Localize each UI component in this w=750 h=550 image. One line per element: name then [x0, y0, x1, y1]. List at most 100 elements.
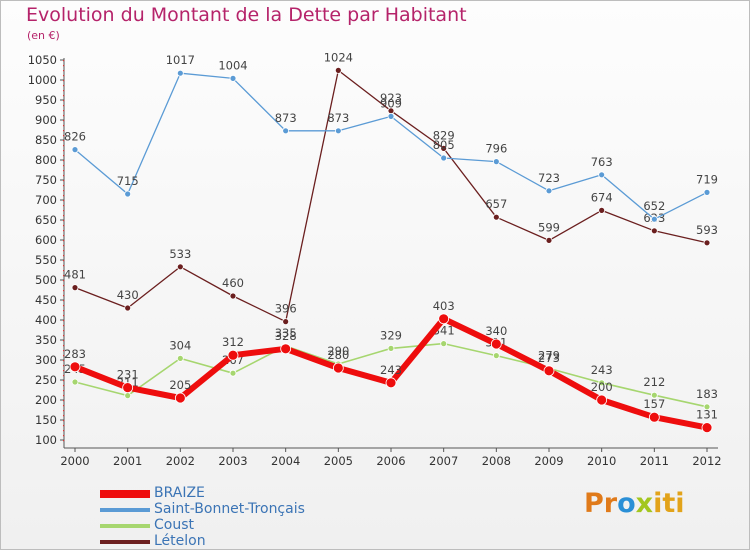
y-minor-dot [63, 350, 65, 352]
data-point [174, 392, 186, 404]
data-label: 460 [222, 276, 244, 290]
y-minor-dot [63, 85, 65, 87]
data-point [332, 362, 344, 374]
x-tick-label: 2003 [218, 454, 247, 468]
y-tick-label: 1000 [28, 73, 57, 87]
y-tick-label: 550 [35, 253, 57, 267]
data-point [545, 187, 553, 195]
data-label: 1017 [166, 53, 195, 67]
y-tick-label: 700 [35, 193, 57, 207]
y-minor-dot [63, 130, 65, 132]
y-minor-dot [63, 430, 65, 432]
data-label: 231 [117, 368, 139, 382]
data-label: 243 [380, 363, 402, 377]
data-point [124, 392, 132, 400]
y-minor-dot [63, 280, 65, 282]
data-label: 329 [380, 328, 402, 342]
data-label: 212 [643, 375, 665, 389]
y-minor-dot [63, 70, 65, 72]
data-label: 403 [433, 299, 455, 313]
y-minor-dot [63, 175, 65, 177]
y-minor-dot [63, 435, 65, 437]
data-label: 396 [275, 302, 297, 316]
y-minor-dot [63, 200, 65, 202]
y-minor-dot [63, 295, 65, 297]
data-point [71, 146, 79, 154]
data-point [280, 343, 292, 355]
y-tick-label: 600 [35, 233, 57, 247]
y-minor-dot [63, 165, 65, 167]
data-point [176, 263, 184, 271]
data-point [229, 75, 237, 82]
data-label: 279 [538, 348, 560, 362]
data-point [492, 352, 500, 360]
y-tick-label: 150 [35, 413, 57, 427]
y-minor-dot [63, 225, 65, 227]
data-label: 335 [275, 326, 297, 340]
data-point [71, 378, 79, 386]
data-point [598, 379, 606, 387]
data-label: 719 [696, 172, 718, 186]
legend-swatch [100, 490, 150, 498]
data-label: 796 [485, 142, 507, 156]
y-minor-dot [63, 75, 65, 77]
data-point [229, 292, 237, 300]
y-minor-dot [63, 345, 65, 347]
y-minor-dot [63, 395, 65, 397]
y-tick-label: 750 [35, 173, 57, 187]
x-tick-label: 2007 [429, 454, 458, 468]
data-point [598, 206, 606, 214]
x-tick-label: 2004 [271, 454, 300, 468]
y-minor-dot [63, 290, 65, 292]
y-minor-dot [63, 205, 65, 207]
legend-label: Coust [154, 517, 194, 533]
y-minor-dot [63, 170, 65, 172]
y-minor-dot [63, 230, 65, 232]
y-minor-dot [63, 110, 65, 112]
y-minor-dot [63, 95, 65, 97]
y-minor-dot [63, 390, 65, 392]
data-label: 430 [117, 288, 139, 302]
data-point [703, 403, 711, 411]
y-minor-dot [63, 245, 65, 247]
y-minor-dot [63, 90, 65, 92]
data-label: 280 [327, 348, 349, 362]
y-minor-dot [63, 185, 65, 187]
data-label: 763 [591, 155, 613, 169]
data-label: 312 [222, 335, 244, 349]
x-tick-label: 2002 [166, 454, 195, 468]
y-minor-dot [63, 100, 65, 102]
y-minor-dot [63, 60, 65, 62]
y-minor-dot [63, 310, 65, 312]
data-label: 652 [643, 199, 665, 213]
y-minor-dot [63, 270, 65, 272]
data-label: 481 [64, 268, 86, 282]
data-label: 909 [380, 96, 402, 110]
data-label: 304 [169, 338, 191, 352]
y-minor-dot [63, 220, 65, 222]
data-point [176, 354, 184, 362]
y-minor-dot [63, 155, 65, 157]
y-minor-dot [63, 235, 65, 237]
legend-label: BRAIZE [154, 485, 205, 501]
data-label: 657 [485, 197, 507, 211]
y-minor-dot [63, 420, 65, 422]
legend-label: Saint-Bonnet-Tronçais [154, 501, 305, 517]
y-minor-dot [63, 65, 65, 67]
y-tick-label: 800 [35, 153, 57, 167]
data-label: 243 [591, 363, 613, 377]
data-label: 340 [485, 324, 507, 338]
y-minor-dot [63, 375, 65, 377]
y-minor-dot [63, 240, 65, 242]
y-minor-dot [63, 190, 65, 192]
data-label: 873 [327, 111, 349, 125]
data-label: 131 [696, 408, 718, 422]
data-label: 328 [275, 329, 297, 343]
data-point [124, 190, 132, 198]
data-label: 533 [169, 247, 191, 261]
data-label: 593 [696, 223, 718, 237]
y-minor-dot [63, 250, 65, 252]
logo-part: o [617, 488, 636, 519]
data-point [492, 158, 500, 166]
